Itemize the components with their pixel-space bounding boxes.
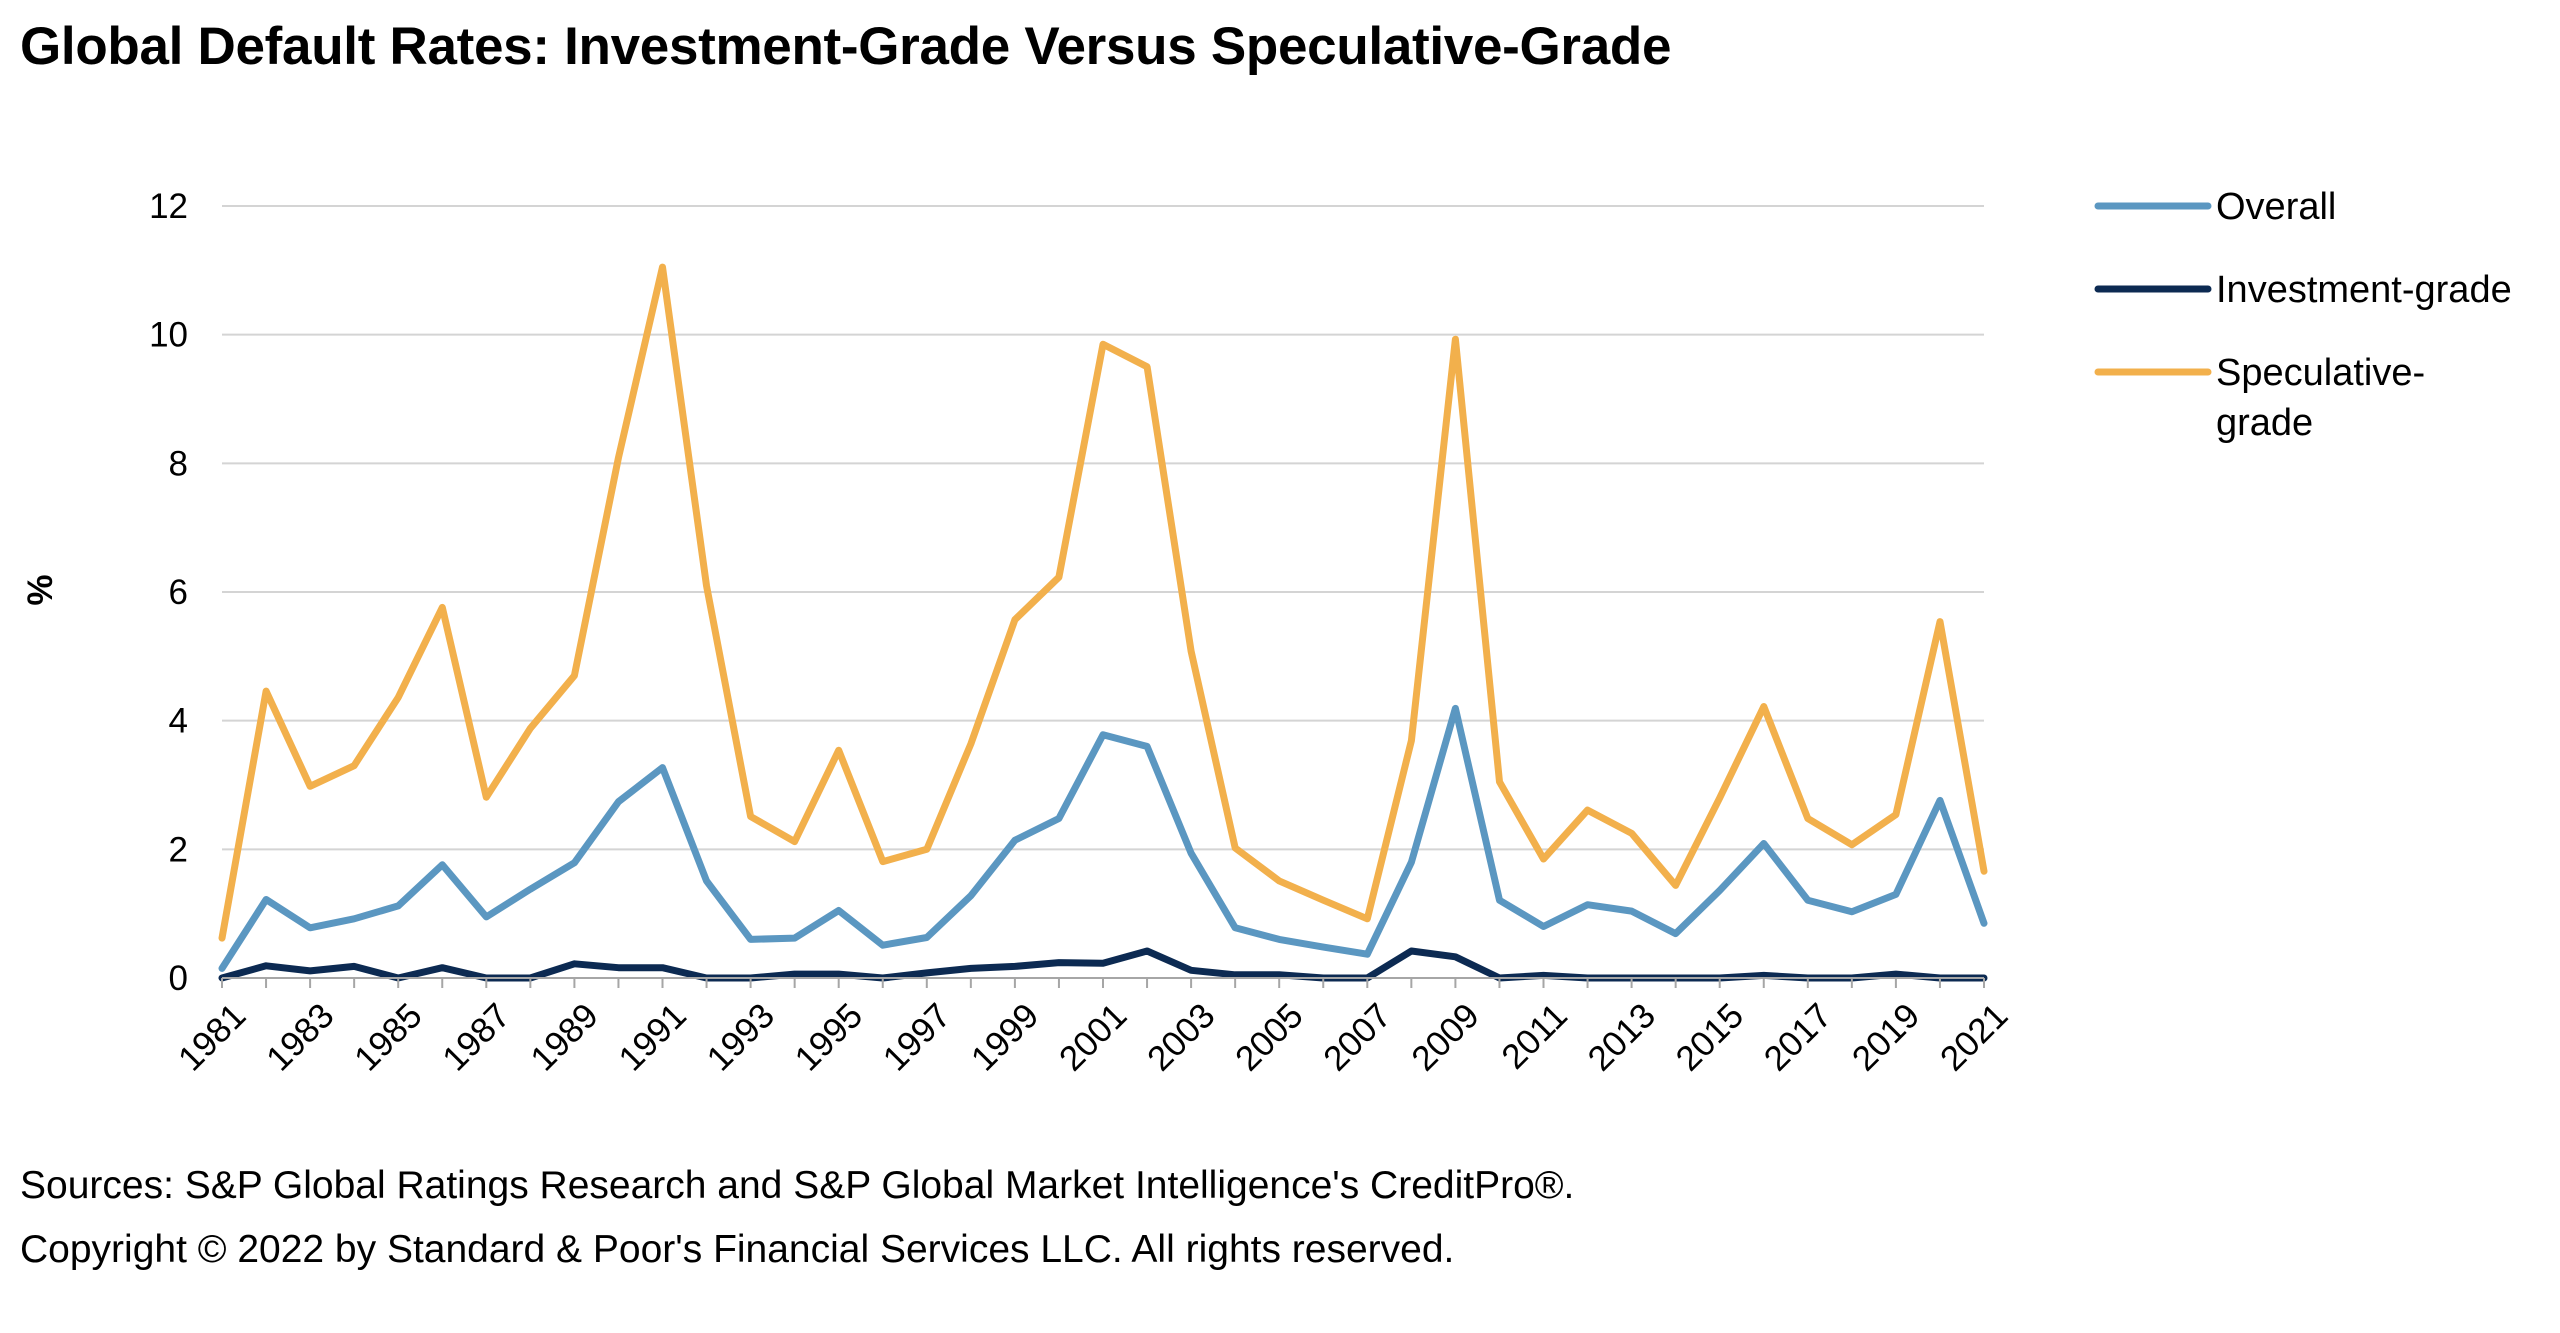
x-tick-label: 1989 [523,996,606,1079]
y-tick-label: 6 [169,573,188,612]
sources-note: Sources: S&P Global Ratings Research and… [20,1164,1575,1207]
x-tick-label: 1991 [611,996,694,1079]
x-tick-label: 2009 [1404,996,1487,1079]
series-lines [218,263,1988,982]
x-tick-label: 1993 [699,996,782,1079]
gridlines [222,205,1984,851]
x-tick-label: 2005 [1228,996,1311,1079]
y-tick-label: 0 [169,959,188,998]
x-tick-label: 2019 [1845,996,1928,1079]
x-tick-label: 1985 [347,996,430,1079]
x-tick-label: 1995 [788,996,871,1079]
legend-label-overall: Overall [2216,186,2336,228]
y-tick-label: 2 [169,830,188,869]
x-tick-label: 2021 [1933,996,2016,1079]
y-tick-label: 8 [169,444,188,483]
chart-title: Global Default Rates: Investment-Grade V… [20,17,1672,76]
legend-label-investment-grade: Investment-grade [2216,269,2512,311]
x-tick-label: 1999 [964,996,1047,1079]
series-line-investment-grade [218,947,1988,982]
x-tick-label: 2015 [1669,996,1752,1079]
x-tick-label: 2007 [1316,996,1399,1079]
y-tick-label: 4 [169,702,188,741]
y-tick-label: 12 [149,187,188,226]
copyright-note: Copyright © 2022 by Standard & Poor's Fi… [20,1228,1455,1271]
x-axis: 1981 1983 1985 1987 1989 1991 1993 1995 1997 1999… [171,977,2016,1079]
x-tick-label: 1997 [876,996,959,1079]
x-tick-label: 2003 [1140,996,1223,1079]
series-line-overall [218,704,1988,972]
series-line-speculative-grade [218,263,1988,942]
x-tick-label: 2011 [1494,996,1575,1077]
y-axis-label: % [21,574,60,605]
y-axis: 0 2 4 6 8 10 12 [149,187,188,998]
legend-label-speculative-grade: Speculative-grade [2216,352,2425,444]
x-tick-label: 1987 [435,996,518,1079]
x-tick-label: 1981 [171,996,254,1079]
x-tick-label: 2001 [1052,996,1135,1079]
x-tick-label: 2013 [1580,996,1663,1079]
x-tick-label: 1983 [259,996,342,1079]
legend: Overall Investment-grade Speculative-grade [2094,186,2512,444]
y-tick-label: 10 [149,316,188,355]
x-tick-label: 2017 [1757,996,1840,1079]
